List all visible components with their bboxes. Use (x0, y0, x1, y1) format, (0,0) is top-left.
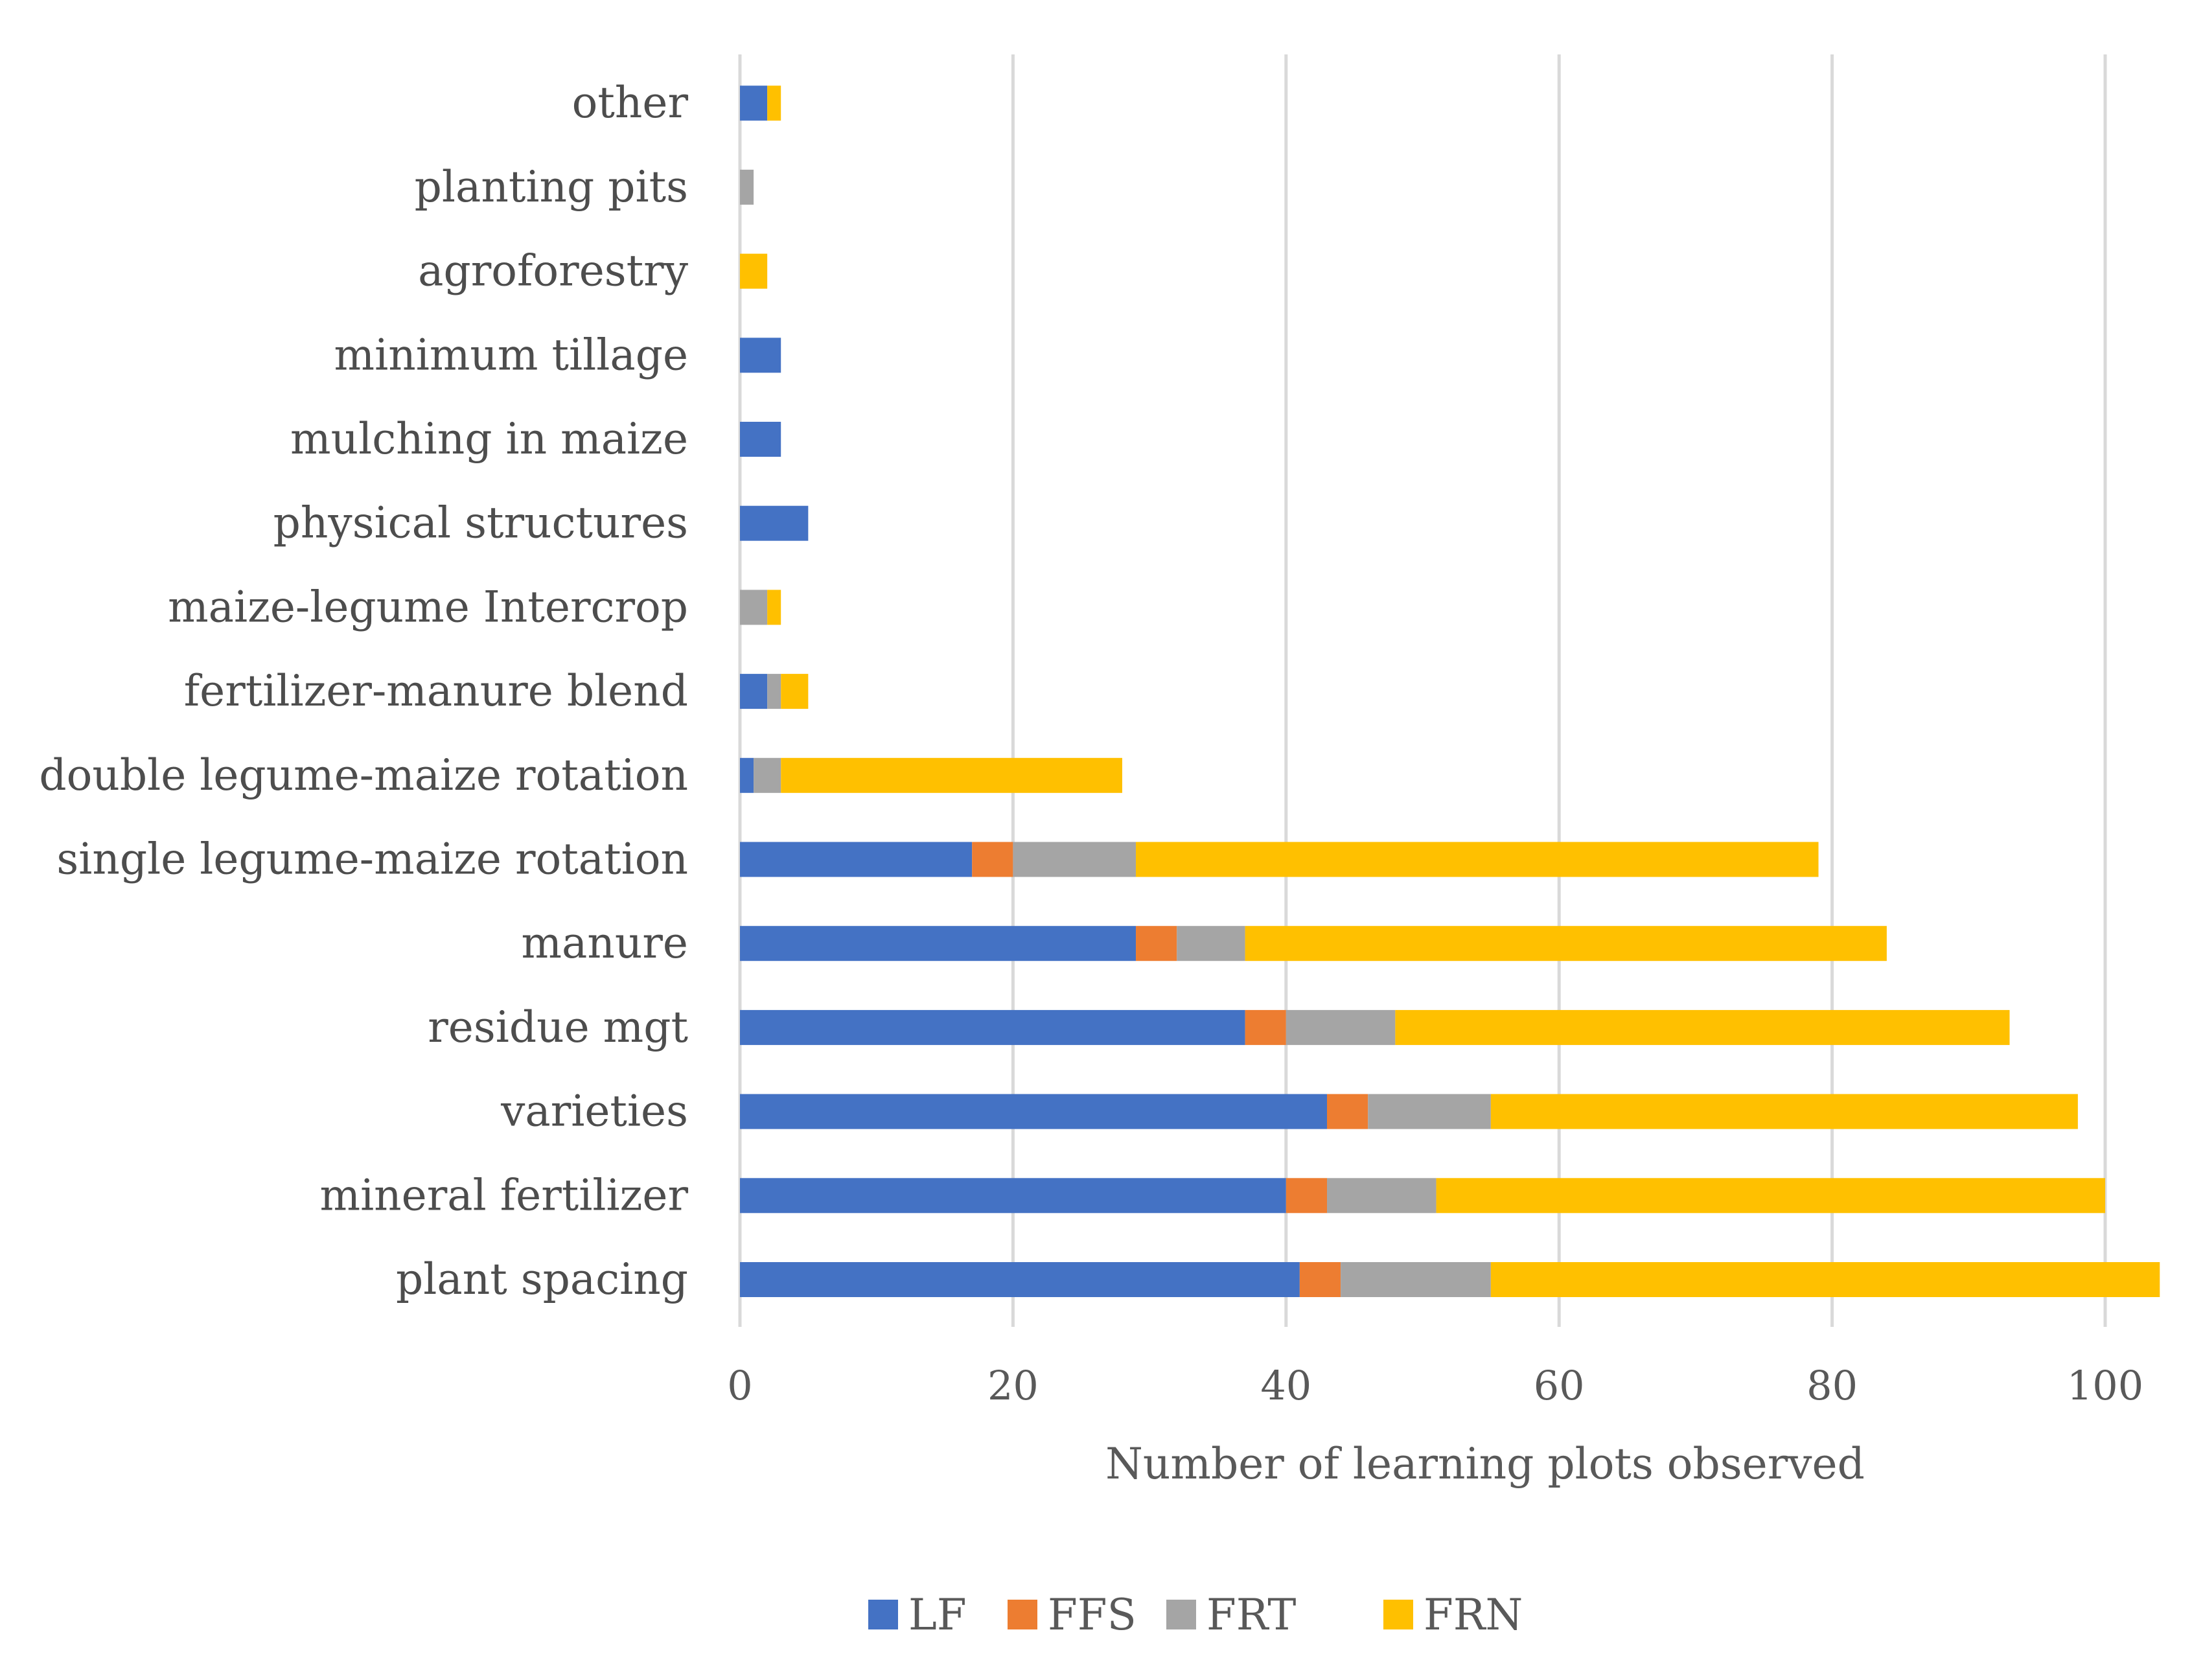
category-label: single legume-maize rotation (56, 834, 688, 884)
bar-ffs-single-legume-maize-rotation (972, 842, 1013, 877)
bar-frn-maize-legume-intercrop (767, 590, 781, 625)
legend: LF FFS FRT FRN (868, 1590, 1523, 1640)
bar-frn-plant-spacing (1490, 1262, 2160, 1297)
legend-swatch-frt (1166, 1600, 1196, 1629)
category-labels: plant spacing mineral fertilizer varieties… (39, 78, 688, 1304)
category-label: mulching in maize (290, 414, 688, 464)
bar-lf-manure (740, 926, 1136, 961)
category-label: minimum tillage (334, 330, 688, 380)
x-tick-label-100: 100 (2067, 1362, 2143, 1409)
category-label: other (572, 78, 689, 128)
bar-lf-residue-mgt (740, 1009, 1245, 1045)
bar-ffs-plant-spacing (1299, 1262, 1341, 1297)
bar-frt-double-legume-maize-rotation (754, 757, 781, 793)
x-tick-labels: 0 20 40 60 80 100 (727, 1362, 2143, 1409)
category-label: varieties (500, 1087, 688, 1136)
bar-frn-single-legume-maize-rotation (1136, 842, 1819, 877)
legend-swatch-frn (1383, 1600, 1413, 1629)
bar-lf-varieties (740, 1094, 1328, 1129)
bar-lf-fertilizer-manure-blend (740, 674, 768, 709)
category-label: plant spacing (396, 1254, 688, 1304)
bar-lf-minimum-tillage (740, 338, 781, 373)
category-label: residue mgt (428, 1002, 688, 1052)
category-label: agroforestry (418, 246, 689, 296)
bar-lf-plant-spacing (740, 1262, 1300, 1297)
bar-lf-physical-structures (740, 505, 809, 541)
bar-frn-manure (1245, 926, 1887, 961)
bar-frt-planting-pits (740, 169, 754, 205)
bars (740, 86, 2160, 1297)
bar-frt-fertilizer-manure-blend (767, 674, 781, 709)
category-label: fertilizer-manure blend (184, 666, 688, 716)
legend-swatch-lf (868, 1600, 898, 1629)
category-label: double legume-maize rotation (39, 750, 688, 800)
bar-ffs-residue-mgt (1245, 1009, 1286, 1045)
bar-frt-single-legume-maize-rotation (1013, 842, 1136, 877)
bar-lf-double-legume-maize-rotation (740, 757, 754, 793)
bar-frt-mineral-fertilizer (1327, 1178, 1436, 1214)
x-axis-title: Number of learning plots observed (1105, 1439, 1865, 1489)
bar-frt-plant-spacing (1341, 1262, 1491, 1297)
bar-frn-fertilizer-manure-blend (781, 674, 809, 709)
category-label: planting pits (415, 162, 688, 212)
bar-lf-single-legume-maize-rotation (740, 842, 973, 877)
bar-frn-residue-mgt (1395, 1009, 2010, 1045)
bar-lf-other (740, 86, 768, 121)
bar-lf-mineral-fertilizer (740, 1178, 1286, 1214)
bar-frn-mineral-fertilizer (1436, 1178, 2105, 1214)
bar-frn-varieties (1490, 1094, 2078, 1129)
legend-label-ffs: FFS (1048, 1590, 1136, 1640)
x-tick-label-40: 40 (1260, 1362, 1311, 1409)
bar-frt-residue-mgt (1286, 1009, 1396, 1045)
legend-label-frt: FRT (1206, 1590, 1296, 1640)
category-label: physical structures (273, 498, 688, 548)
category-label: mineral fertilizer (319, 1170, 688, 1220)
x-tick-label-80: 80 (1806, 1362, 1858, 1409)
category-label: maize-legume Intercrop (168, 582, 688, 632)
bar-frt-maize-legume-intercrop (740, 590, 768, 625)
legend-label-frn: FRN (1424, 1590, 1523, 1640)
bar-ffs-manure (1136, 926, 1177, 961)
bar-lf-mulching-in-maize (740, 422, 781, 457)
legend-swatch-ffs (1008, 1600, 1037, 1629)
bar-ffs-varieties (1327, 1094, 1368, 1129)
bar-frt-varieties (1368, 1094, 1491, 1129)
bar-frn-double-legume-maize-rotation (781, 757, 1122, 793)
gridlines (738, 54, 2107, 1327)
bar-ffs-mineral-fertilizer (1286, 1178, 1328, 1214)
x-tick-label-20: 20 (987, 1362, 1039, 1409)
bar-frt-manure (1177, 926, 1245, 961)
x-tick-label-0: 0 (727, 1362, 752, 1409)
legend-label-lf: LF (908, 1590, 967, 1640)
category-label: manure (521, 918, 688, 968)
bar-frn-other (767, 86, 781, 121)
bar-frn-agroforestry (740, 253, 768, 289)
x-tick-label-60: 60 (1534, 1362, 1585, 1409)
